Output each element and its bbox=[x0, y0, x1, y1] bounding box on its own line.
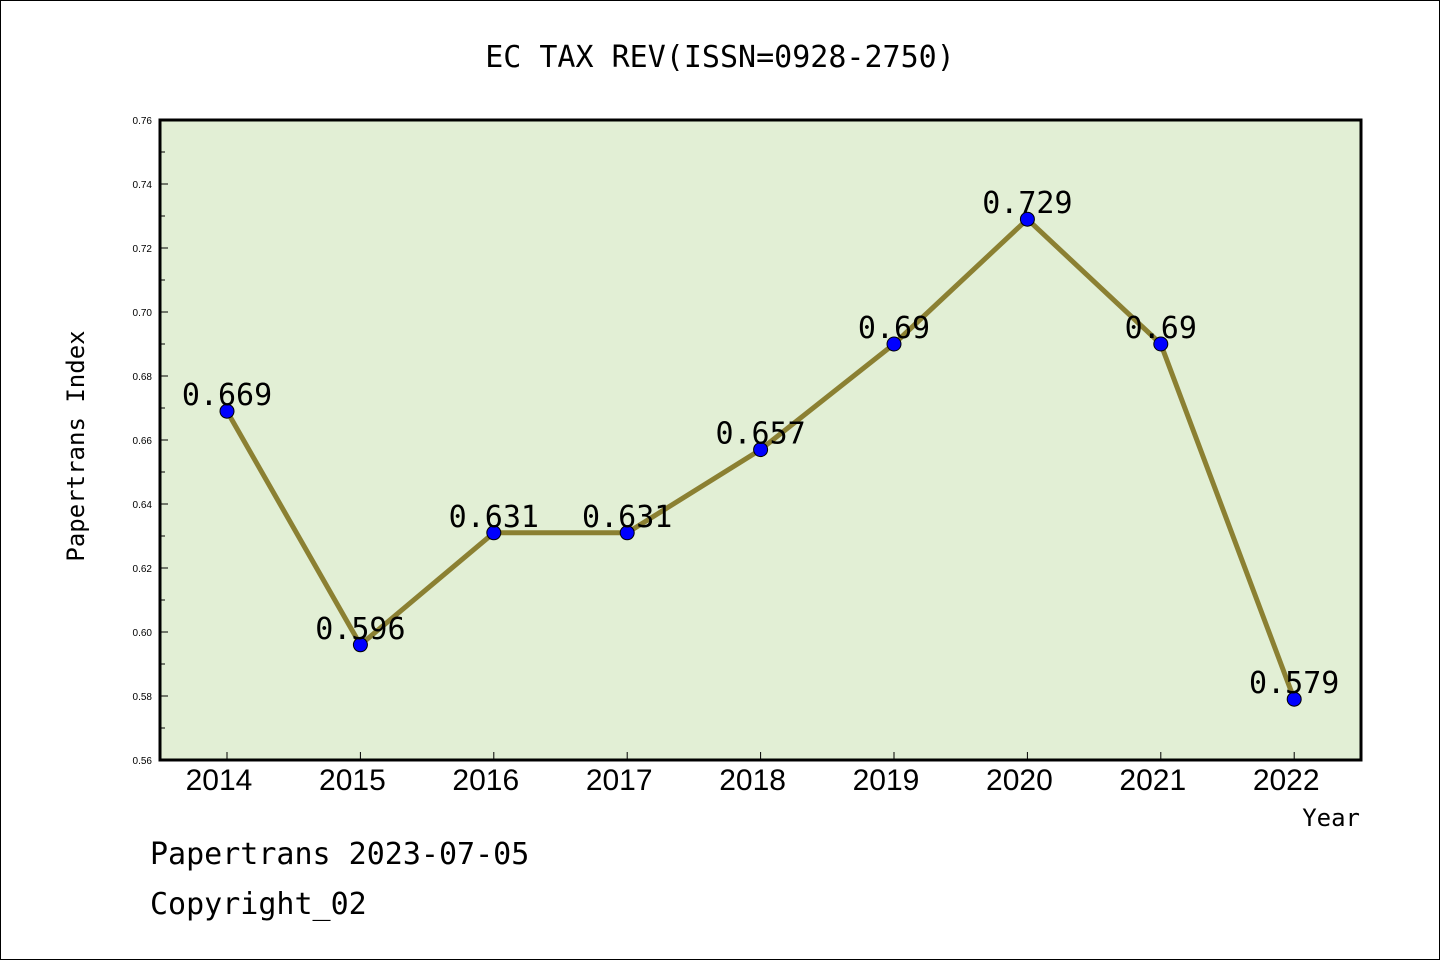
x-tick-label: 2015 bbox=[319, 764, 386, 797]
chart-title: EC TAX REV(ISSN=0928-2750) bbox=[485, 40, 955, 75]
y-tick-label: 0.72 bbox=[133, 244, 153, 255]
data-label-2018: 0.657 bbox=[715, 417, 805, 452]
footer-date: Papertrans 2023-07-05 bbox=[150, 837, 529, 872]
footer-copyright: Copyright_02 bbox=[150, 887, 367, 922]
x-tick-label: 2022 bbox=[1253, 764, 1320, 797]
y-tick-label: 0.76 bbox=[133, 116, 153, 127]
data-label-2015: 0.596 bbox=[315, 612, 405, 647]
data-label-2014: 0.669 bbox=[182, 378, 272, 413]
data-label-2022: 0.579 bbox=[1249, 666, 1339, 701]
y-tick-label: 0.70 bbox=[133, 308, 153, 319]
data-label-group: 0.669 0.596 0.631 0.631 0.657 0.69 0.729 0.69 0.… bbox=[182, 186, 1340, 701]
y-tick-label: 0.66 bbox=[133, 436, 153, 447]
x-tick-label: 2016 bbox=[452, 764, 519, 797]
data-label-2017: 0.631 bbox=[582, 500, 672, 535]
y-tick-label: 0.74 bbox=[133, 180, 153, 191]
x-tick-label: 2021 bbox=[1119, 764, 1186, 797]
data-label-2020: 0.729 bbox=[982, 186, 1072, 221]
y-tick-label: 0.60 bbox=[133, 628, 153, 639]
series-line-group bbox=[219, 211, 1302, 707]
x-tick-label: 2017 bbox=[586, 764, 653, 797]
x-axis: 2014 2015 2016 2017 2018 2019 2020 2021 2022 bbox=[186, 752, 1320, 797]
data-point-2018 bbox=[753, 442, 769, 458]
y-tick-label: 0.62 bbox=[133, 564, 153, 575]
x-axis-label: Year bbox=[1302, 804, 1360, 832]
y-axis-label: Papertrans Index bbox=[62, 330, 90, 561]
data-point-2022 bbox=[1286, 691, 1302, 707]
data-point-2015 bbox=[352, 637, 368, 653]
data-point-2017 bbox=[619, 525, 635, 541]
y-tick-label: 0.68 bbox=[133, 372, 153, 383]
data-point-2014 bbox=[219, 403, 235, 419]
x-tick-label: 2014 bbox=[186, 764, 253, 797]
y-tick-label: 0.56 bbox=[133, 756, 153, 767]
plot-area bbox=[158, 118, 1363, 762]
y-tick-label: 0.64 bbox=[133, 500, 153, 511]
x-tick-label: 2020 bbox=[986, 764, 1053, 797]
x-tick-label: 2018 bbox=[719, 764, 786, 797]
data-point-2020 bbox=[1019, 211, 1035, 227]
y-axis: 0.56 0.58 0.60 0.62 0.64 0.66 0.68 0.70 0.72 0.74… bbox=[133, 116, 168, 767]
data-label-2016: 0.631 bbox=[449, 500, 539, 535]
data-point-2019 bbox=[886, 336, 902, 352]
x-tick-label: 2019 bbox=[853, 764, 920, 797]
data-label-2019: 0.69 bbox=[858, 311, 930, 346]
data-label-2021: 0.69 bbox=[1125, 311, 1197, 346]
data-point-2016 bbox=[486, 525, 502, 541]
y-tick-label: 0.58 bbox=[133, 692, 153, 703]
data-point-2021 bbox=[1153, 336, 1169, 352]
